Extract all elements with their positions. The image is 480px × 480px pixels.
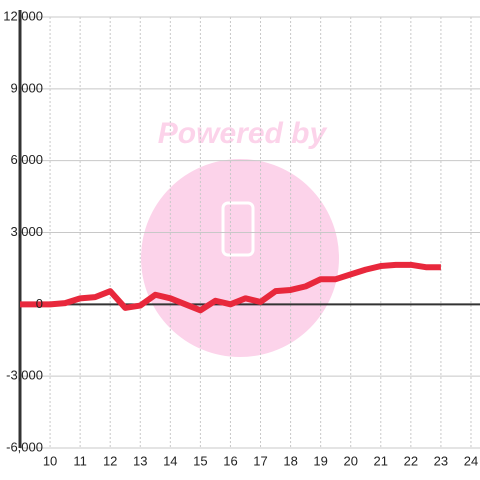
y-tick-label: 0: [36, 296, 43, 311]
x-tick-label: 20: [343, 453, 357, 468]
x-tick-label: 24: [464, 453, 478, 468]
x-tick-label: 15: [193, 453, 207, 468]
x-tick-label: 16: [223, 453, 237, 468]
x-tick-label: 10: [43, 453, 57, 468]
y-tick-label: 6,000: [10, 152, 43, 167]
x-tick-label: 22: [404, 453, 418, 468]
x-tick-label: 23: [434, 453, 448, 468]
y-tick-label: 9,000: [10, 80, 43, 95]
x-tick-label: 13: [133, 453, 147, 468]
watermark-icon: [221, 201, 255, 257]
x-tick-label: 14: [163, 453, 177, 468]
x-tick-label: 12: [103, 453, 117, 468]
y-tick-label: 12,000: [3, 8, 43, 23]
y-tick-label: 3,000: [10, 224, 43, 239]
x-tick-label: 18: [283, 453, 297, 468]
x-tick-label: 19: [313, 453, 327, 468]
x-tick-label: 21: [374, 453, 388, 468]
y-tick-label: -3,000: [6, 368, 43, 383]
watermark: Powered by: [158, 117, 328, 150]
y-tick-label: -6,000: [6, 439, 43, 454]
data-line: [20, 261, 441, 314]
x-tick-label: 17: [253, 453, 267, 468]
x-tick-label: 11: [73, 453, 87, 468]
